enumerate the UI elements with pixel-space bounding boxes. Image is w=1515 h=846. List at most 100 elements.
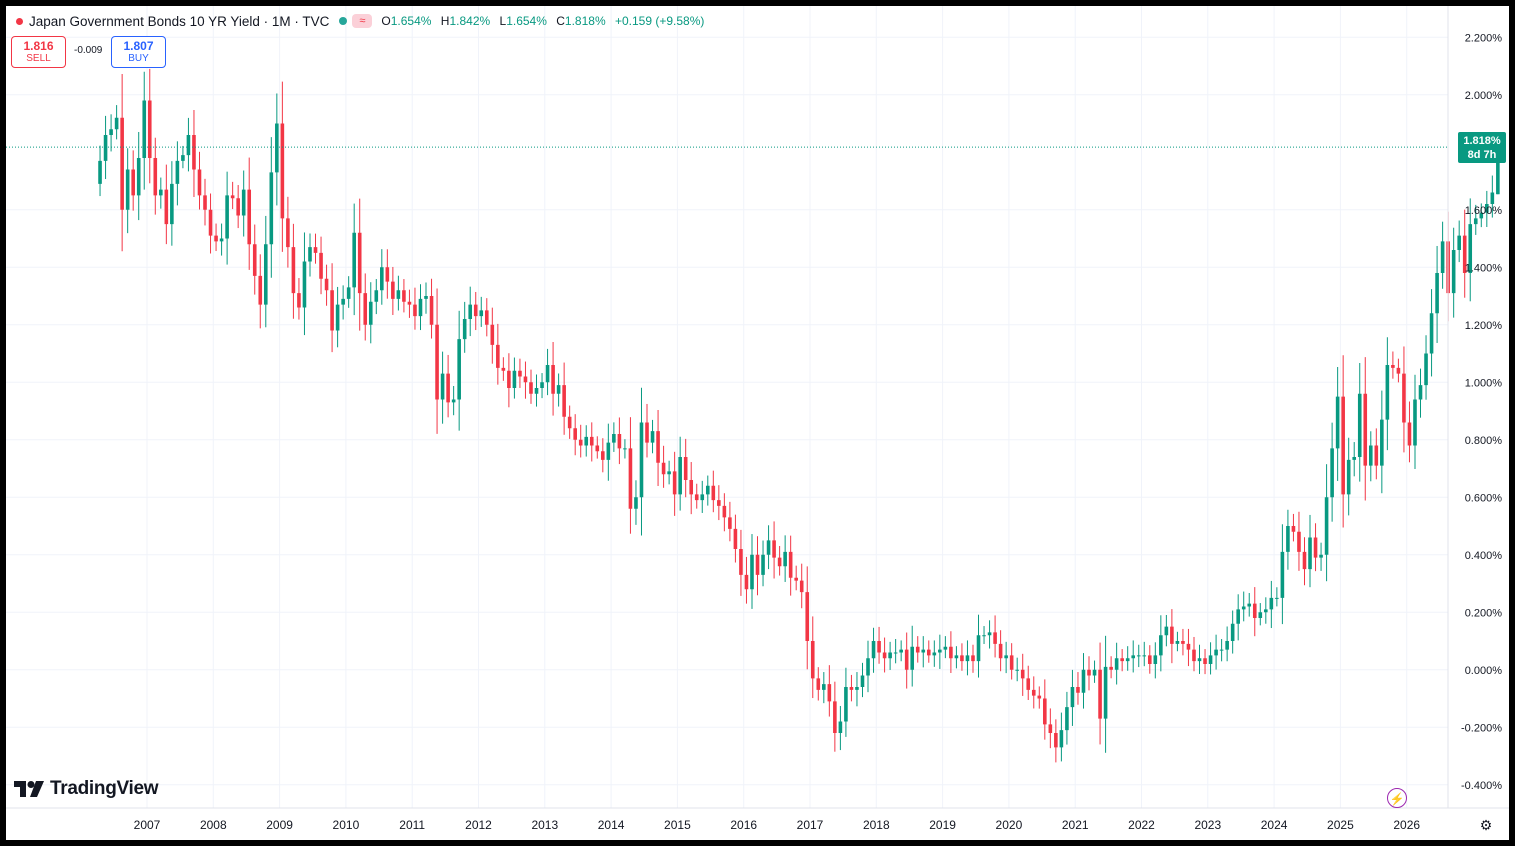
chart-canvas[interactable]: 2.200% 2.000% 1.600% 1.400% 1.200% 1.000% 0.80… (6, 6, 1509, 840)
candle-body (904, 649, 909, 670)
candle-body (799, 580, 804, 593)
candle-body (302, 261, 307, 308)
candle-body (744, 574, 749, 590)
candle-body (788, 551, 793, 578)
last-price-badge: 1.818% 8d 7h (1458, 132, 1506, 163)
candle-body (860, 675, 865, 687)
candle-body (147, 100, 152, 158)
price-axis[interactable]: 2.200% 2.000% 1.600% 1.400% 1.200% 1.000% 0.80… (1447, 6, 1503, 808)
candle-body (1114, 658, 1119, 670)
candle-body (1092, 669, 1097, 676)
time-axis[interactable]: 2007 2008 2009 2010 2011 2012 2013 2014 2015 2016… (6, 807, 1509, 832)
candle-body (1181, 641, 1185, 644)
candle-body (1291, 526, 1296, 532)
candle-body (728, 517, 732, 529)
candle-body (556, 385, 561, 394)
candle-body (1120, 658, 1124, 662)
candle-body (1286, 526, 1290, 552)
candle-body (214, 235, 218, 242)
candle-body (258, 275, 263, 305)
sell-button[interactable]: 1.816 SELL (11, 36, 66, 68)
candle-body (849, 687, 854, 690)
candle-body (1131, 655, 1136, 659)
candle-body (844, 687, 848, 722)
candle-body (855, 687, 859, 690)
candle-body (197, 169, 202, 196)
candle-body (153, 158, 158, 196)
candle-body (827, 684, 832, 702)
compare-wave-icon[interactable]: ≈ (352, 14, 373, 28)
candle-body (993, 632, 997, 644)
candle-body (1153, 655, 1158, 664)
candle-body (313, 247, 318, 253)
lightning-icon[interactable]: ⚡ (1387, 788, 1407, 808)
candle-body (247, 189, 252, 245)
candle-body (385, 267, 390, 282)
candle-body (1485, 204, 1489, 213)
candle-body (601, 451, 605, 460)
candle-body (639, 422, 644, 498)
candle-body (446, 373, 450, 403)
y-tick-label: 0.200% (1465, 607, 1503, 619)
candle-body (468, 304, 473, 319)
candle-body (534, 388, 539, 394)
candle-body (275, 123, 279, 173)
candle-body (755, 554, 760, 575)
candle-body (866, 658, 870, 676)
candle-body (617, 434, 622, 449)
candle-body (810, 641, 815, 679)
candle-body (1385, 365, 1390, 420)
candle-body (1136, 655, 1141, 657)
candle-body (1391, 365, 1395, 368)
candle-body (368, 301, 373, 325)
candle-body (551, 365, 555, 394)
symbol-title[interactable]: Japan Government Bonds 10 YR Yield · 1M … (29, 13, 330, 29)
candle-body (1462, 235, 1467, 273)
candle-body (711, 485, 716, 501)
buy-button[interactable]: 1.807 BUY (111, 36, 166, 68)
candle-body (1346, 459, 1351, 495)
candle-body (1451, 250, 1456, 294)
candle-body (1054, 733, 1058, 748)
settings-icon[interactable]: ⚙ (1479, 817, 1493, 833)
ohlc-close: 1.818% (564, 14, 606, 28)
candle-body (562, 385, 566, 417)
candle-body (1275, 597, 1279, 599)
market-status-dot (16, 17, 23, 25)
candle-body (114, 117, 119, 130)
candle-body (667, 471, 671, 475)
candle-body (750, 554, 754, 590)
candle-body (1479, 212, 1484, 219)
y-tick-label: 0.600% (1465, 492, 1503, 504)
candle-body (1026, 678, 1031, 690)
candle-body (1319, 554, 1323, 558)
candle-body (982, 635, 986, 637)
candle-body (567, 416, 572, 429)
candle-body (1496, 147, 1500, 195)
candle-body (418, 298, 423, 317)
candle-body (357, 232, 362, 294)
x-tick-label: 2016 (730, 818, 757, 832)
candle-body (1197, 658, 1202, 662)
candle-body (1170, 626, 1174, 644)
candle-body (1252, 603, 1257, 618)
candle-body (645, 422, 649, 443)
candle-body (650, 431, 655, 443)
candle-body (722, 505, 727, 518)
candle-body (545, 365, 550, 383)
candle-body (501, 367, 506, 371)
candle-body (523, 376, 528, 383)
tradingview-logo[interactable]: TradingView (14, 778, 159, 800)
candle-body (805, 592, 810, 641)
candle-body (1368, 445, 1373, 466)
candle-body (1031, 689, 1036, 696)
candle-body (319, 252, 323, 279)
candle-body (1236, 609, 1240, 624)
candle-body (435, 324, 439, 400)
candle-body (1159, 635, 1163, 656)
spread-value: -0.009 (74, 45, 103, 56)
candle-body (766, 540, 771, 555)
ohlc-open: 1.654% (390, 14, 432, 28)
logo-text: TradingView (50, 778, 159, 799)
candle-body (1192, 649, 1196, 662)
